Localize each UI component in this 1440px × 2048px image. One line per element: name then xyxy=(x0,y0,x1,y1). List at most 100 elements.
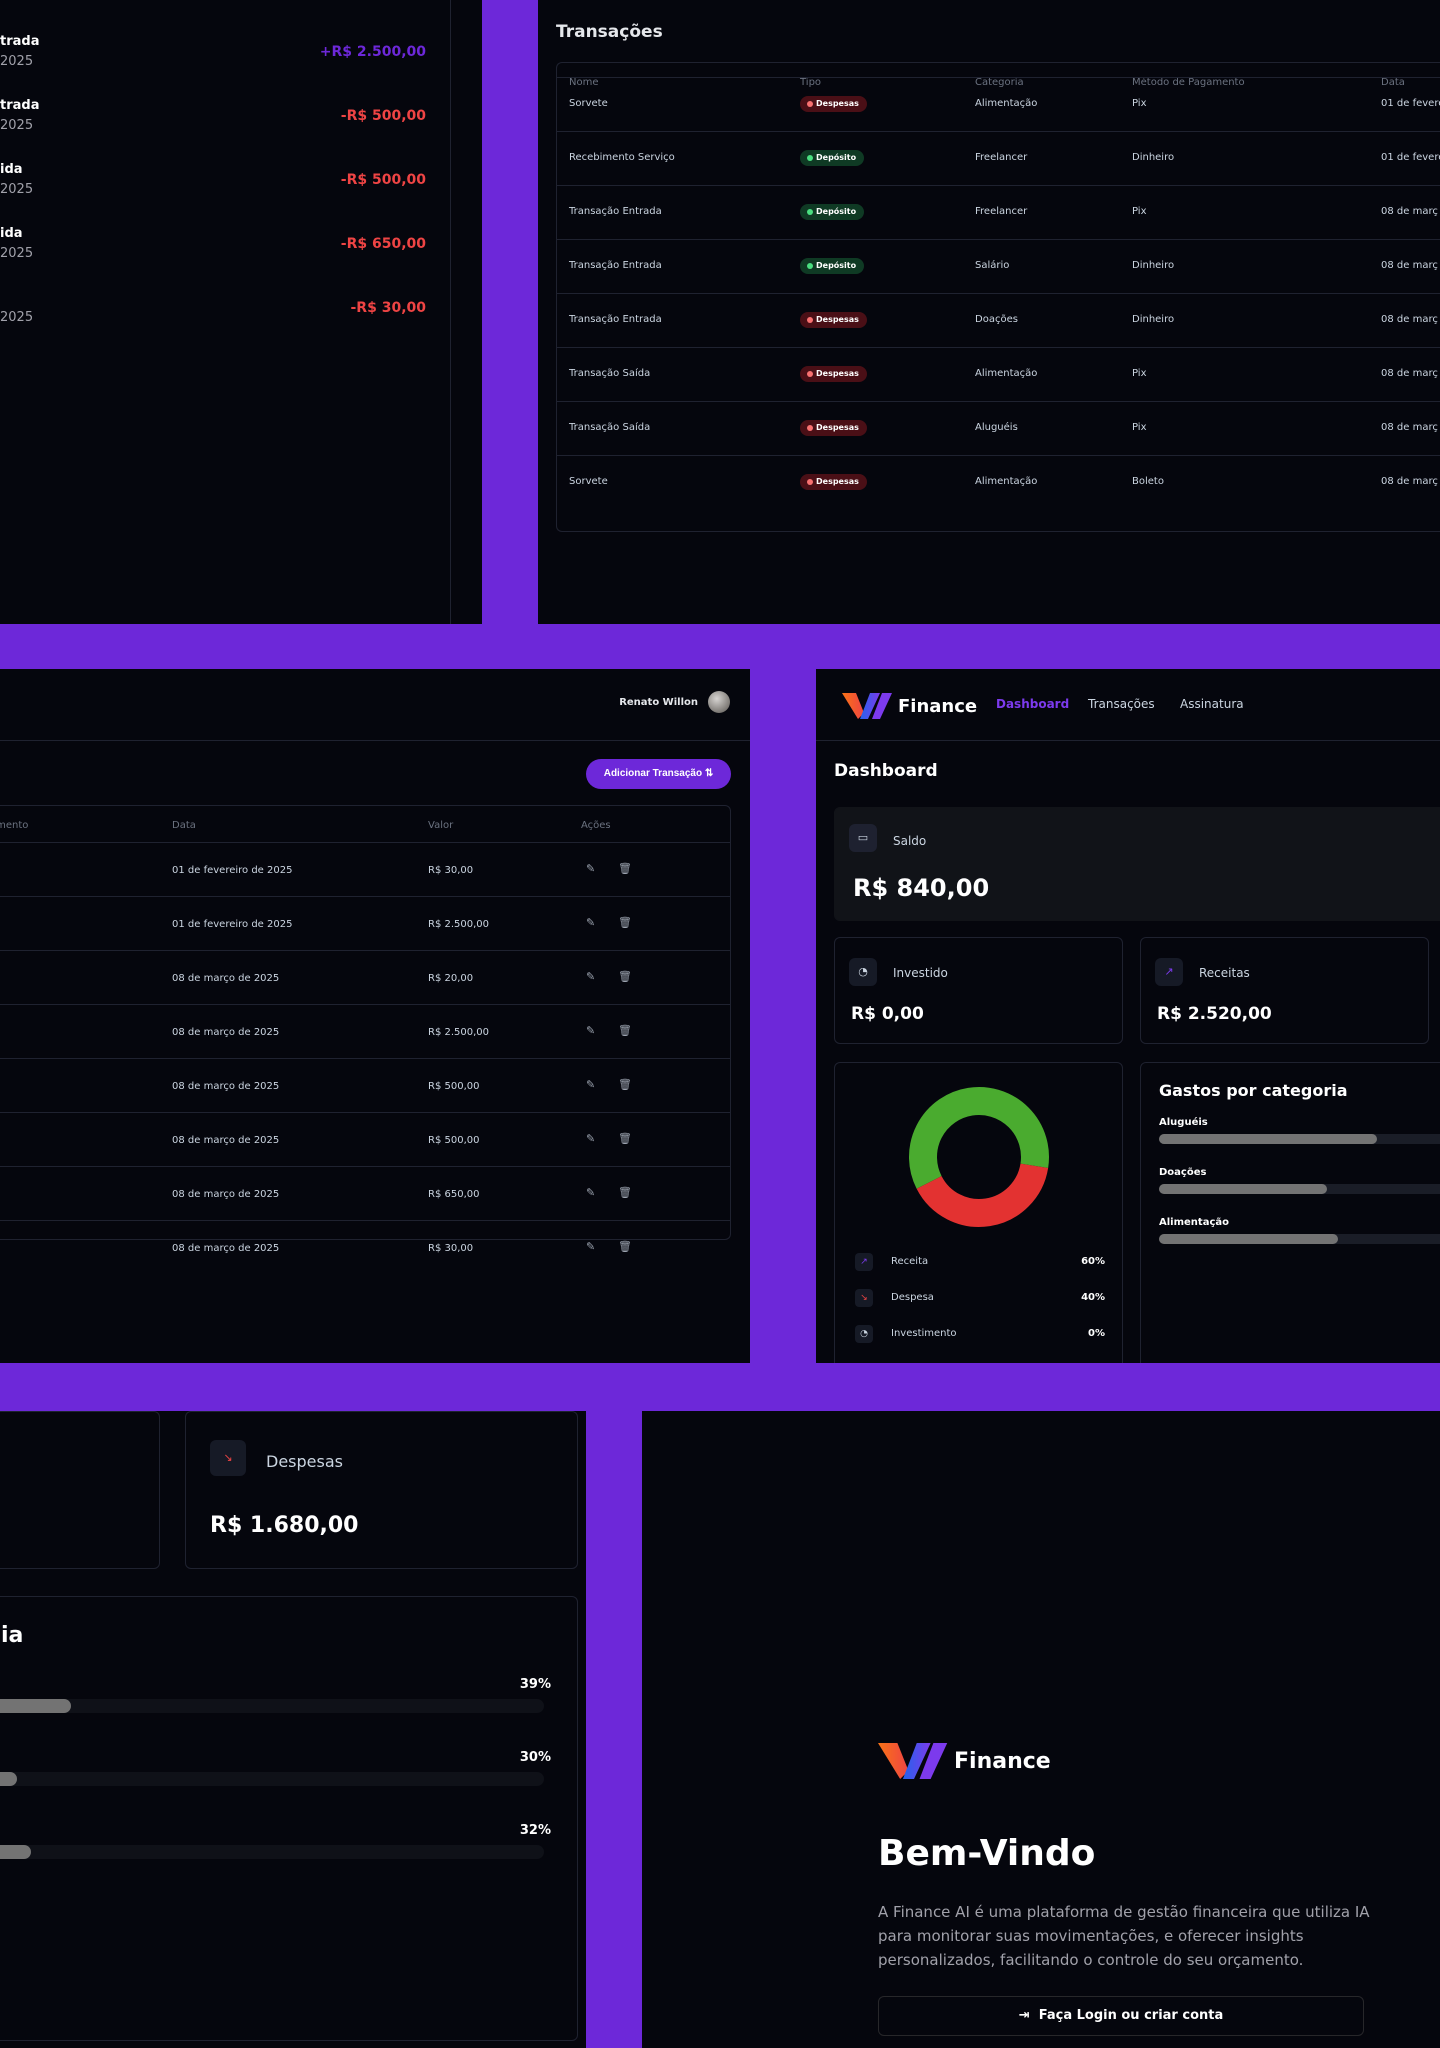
transaction-value: -R$ 500,00 xyxy=(340,108,426,124)
logo-mark-icon xyxy=(842,693,892,719)
column-header-date: Data xyxy=(1381,77,1405,88)
invested-label: Investido xyxy=(893,966,948,980)
trash-icon[interactable]: 🗑 xyxy=(618,1186,632,1199)
trash-icon[interactable]: 🗑 xyxy=(618,970,632,983)
cell-payment-method: Boleto xyxy=(1132,476,1164,487)
category-name: Doações xyxy=(1159,1167,1207,1178)
cell-date: 08 de março de 2025 xyxy=(172,1243,280,1254)
trash-icon[interactable]: 🗑 xyxy=(618,862,632,875)
category-item: Aluguéis xyxy=(1159,1117,1440,1144)
table-row[interactable]: 01 de fevereiro de 2025 R$ 2.500,00 ✎ 🗑 xyxy=(0,896,731,950)
type-badge-label: Despesas xyxy=(816,423,859,432)
trash-icon[interactable]: 🗑 xyxy=(618,1132,632,1145)
add-transaction-button[interactable]: Adicionar Transação ⇅ xyxy=(586,759,731,789)
transaction-value: -R$ 500,00 xyxy=(340,172,426,188)
table-row[interactable]: Transação Entrada Despesas Doações Dinheiro… xyxy=(557,293,1440,347)
category-progress-bar xyxy=(0,1699,544,1713)
expenses-value: R$ 1.680,00 xyxy=(210,1513,359,1538)
category-progress-fill xyxy=(0,1699,71,1713)
trash-icon[interactable]: 🗑 xyxy=(618,1024,632,1037)
login-icon: ⇥ xyxy=(1018,2008,1030,2023)
zoomed-dashboard-panel: ↘ Despesas R$ 1.680,00 ia 39% 30% 32% xyxy=(0,1411,586,2048)
table-row[interactable]: 01 de fevereiro de 2025 R$ 30,00 ✎ 🗑 xyxy=(0,842,731,896)
cell-name: Sorvete xyxy=(569,476,608,487)
transaction-date: 2025 xyxy=(0,182,34,197)
cell-name: Transação Saída xyxy=(569,422,651,433)
cell-date: 08 de março de 2025 xyxy=(172,1135,280,1146)
cell-date: 01 de fevere xyxy=(1381,98,1440,109)
recent-transaction-item: trada 2025 -R$ 500,00 xyxy=(0,98,430,154)
transactions-table: Nome Tipo Categoria Método de Pagamento … xyxy=(556,62,1440,532)
nav-transactions[interactable]: Transações xyxy=(1088,697,1155,711)
page-title: Transações xyxy=(556,22,663,42)
trend-down-icon: ↘ xyxy=(210,1440,246,1476)
category-name: Aluguéis xyxy=(1159,1117,1208,1128)
category-percent: 39% xyxy=(519,1677,551,1692)
table-row[interactable]: Sorvete Despesas Alimentação Boleto 08 de ma… xyxy=(557,455,1440,509)
logo[interactable]: Finance xyxy=(842,691,977,721)
cell-name: Transação Entrada xyxy=(569,314,662,325)
legend-percent: 0% xyxy=(1088,1328,1105,1339)
table-row[interactable]: Transação Entrada Depósito Salário Dinheiro… xyxy=(557,239,1440,293)
cell-category: Aluguéis xyxy=(975,422,1018,433)
transaction-name: trada xyxy=(0,34,40,49)
transaction-name: ida xyxy=(0,162,23,177)
cell-category: Freelancer xyxy=(975,152,1028,163)
edit-icon[interactable]: ✎ xyxy=(586,862,596,875)
trend-up-icon: ↗ xyxy=(1155,958,1183,986)
cell-category: Freelancer xyxy=(975,206,1028,217)
recent-transactions-panel: trada 2025 +R$ 2.500,00 trada 2025 -R$ 500,00… xyxy=(0,0,482,624)
nav-dashboard[interactable]: Dashboard xyxy=(996,697,1070,711)
trend-down-icon: ↘ xyxy=(855,1289,873,1307)
donut-slice-despesa xyxy=(916,1162,1049,1227)
table-row[interactable]: 08 de março de 2025 R$ 650,00 ✎ 🗑 xyxy=(0,1166,731,1220)
table-row[interactable]: Recebimento Serviço Depósito Freelancer Din… xyxy=(557,131,1440,185)
edit-icon[interactable]: ✎ xyxy=(586,1240,596,1253)
transactions-panel: Transações Nome Tipo Categoria Método de… xyxy=(538,0,1440,624)
legend-label: Despesa xyxy=(891,1292,934,1303)
legend-label: Investimento xyxy=(891,1328,957,1339)
trash-icon[interactable]: 🗑 xyxy=(618,1078,632,1091)
table-row[interactable]: Transação Saída Despesas Alimentação Pix 08 … xyxy=(557,347,1440,401)
edit-icon[interactable]: ✎ xyxy=(586,1186,596,1199)
table-row[interactable]: Transação Saída Despesas Aluguéis Pix 08 de … xyxy=(557,401,1440,455)
edit-icon[interactable]: ✎ xyxy=(586,1078,596,1091)
cell-payment-method: Pix xyxy=(1132,422,1147,433)
expenses-by-category-card: ia 39% 30% 32% xyxy=(0,1596,578,2041)
column-header-date: Data xyxy=(172,820,196,831)
edit-icon[interactable]: ✎ xyxy=(586,970,596,983)
table-row[interactable]: 08 de março de 2025 R$ 20,00 ✎ 🗑 xyxy=(0,950,731,1004)
avatar[interactable] xyxy=(708,691,730,713)
table-row[interactable]: 08 de março de 2025 R$ 2.500,00 ✎ 🗑 xyxy=(0,1004,731,1058)
table-row[interactable]: Sorvete Despesas Alimentação Pix 01 de fever… xyxy=(557,77,1440,131)
legend-item: ◔ Investimento 0% xyxy=(855,1325,1105,1343)
expenses-card: ↘ Despesas R$ 1.680,00 xyxy=(185,1411,578,1569)
cell-category: Doações xyxy=(975,314,1018,325)
category-percent: 30% xyxy=(519,1750,551,1765)
edit-icon[interactable]: ✎ xyxy=(586,1132,596,1145)
cell-category: Salário xyxy=(975,260,1010,271)
category-progress-fill xyxy=(1159,1134,1377,1144)
login-button[interactable]: ⇥ Faça Login ou criar conta xyxy=(878,1996,1364,2036)
edit-icon[interactable]: ✎ xyxy=(586,1024,596,1037)
top-bar: Renato Willon xyxy=(0,669,750,741)
transaction-date: 2025 xyxy=(0,310,34,325)
trash-icon[interactable]: 🗑 xyxy=(618,916,632,929)
trash-icon[interactable]: 🗑 xyxy=(618,1240,632,1253)
income-value: R$ 2.520,00 xyxy=(1157,1004,1272,1024)
table-row[interactable]: 08 de março de 2025 R$ 30,00 ✎ 🗑 xyxy=(0,1220,731,1274)
category-progress-bar xyxy=(0,1772,544,1786)
edit-icon[interactable]: ✎ xyxy=(586,916,596,929)
type-badge-label: Despesas xyxy=(816,369,859,378)
table-row[interactable]: 08 de março de 2025 R$ 500,00 ✎ 🗑 xyxy=(0,1058,731,1112)
income-expense-donut-chart xyxy=(909,1087,1049,1227)
cell-date: 08 de março de 2025 xyxy=(172,1027,280,1038)
category-progress-fill xyxy=(0,1772,17,1786)
nav-subscription[interactable]: Assinatura xyxy=(1180,697,1244,711)
table-row[interactable]: Transação Entrada Depósito Freelancer Pix 08… xyxy=(557,185,1440,239)
type-badge-label: Despesas xyxy=(816,99,859,108)
legend-item: ↗ Receita 60% xyxy=(855,1253,1105,1271)
table-row[interactable]: 08 de março de 2025 R$ 500,00 ✎ 🗑 xyxy=(0,1112,731,1166)
welcome-title: Bem-Vindo xyxy=(878,1833,1096,1874)
type-badge-label: Depósito xyxy=(816,261,857,270)
